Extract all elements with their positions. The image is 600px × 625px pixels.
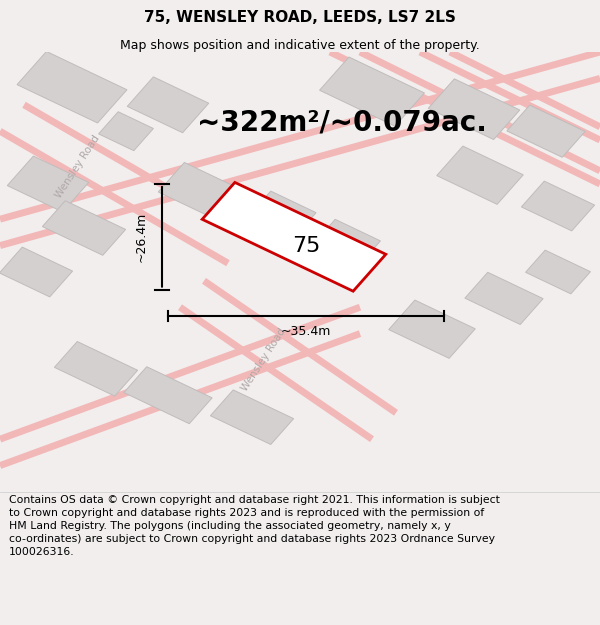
- Polygon shape: [389, 300, 475, 358]
- Polygon shape: [211, 390, 293, 444]
- Text: ~322m²/~0.079ac.: ~322m²/~0.079ac.: [197, 108, 487, 136]
- Polygon shape: [0, 247, 73, 297]
- Polygon shape: [507, 105, 585, 158]
- Polygon shape: [248, 191, 316, 239]
- Polygon shape: [202, 182, 386, 291]
- Polygon shape: [55, 341, 137, 396]
- Text: Map shows position and indicative extent of the property.: Map shows position and indicative extent…: [120, 39, 480, 52]
- Text: Wensley Road: Wensley Road: [240, 327, 288, 393]
- Polygon shape: [428, 79, 520, 139]
- Text: 75: 75: [292, 236, 320, 256]
- Text: Wensley Road: Wensley Road: [54, 133, 102, 199]
- Polygon shape: [437, 146, 523, 204]
- Polygon shape: [521, 181, 595, 231]
- Polygon shape: [17, 51, 127, 123]
- Polygon shape: [43, 201, 125, 255]
- Polygon shape: [320, 57, 424, 126]
- Polygon shape: [465, 272, 543, 324]
- Polygon shape: [127, 77, 209, 132]
- Polygon shape: [124, 367, 212, 424]
- Text: ~35.4m: ~35.4m: [281, 325, 331, 338]
- Polygon shape: [316, 219, 380, 263]
- Text: 75, WENSLEY ROAD, LEEDS, LS7 2LS: 75, WENSLEY ROAD, LEEDS, LS7 2LS: [144, 11, 456, 26]
- Polygon shape: [7, 156, 89, 212]
- Polygon shape: [158, 162, 250, 223]
- Polygon shape: [98, 112, 154, 151]
- Text: ~26.4m: ~26.4m: [134, 212, 148, 262]
- Polygon shape: [526, 250, 590, 294]
- Text: Contains OS data © Crown copyright and database right 2021. This information is : Contains OS data © Crown copyright and d…: [9, 494, 500, 558]
